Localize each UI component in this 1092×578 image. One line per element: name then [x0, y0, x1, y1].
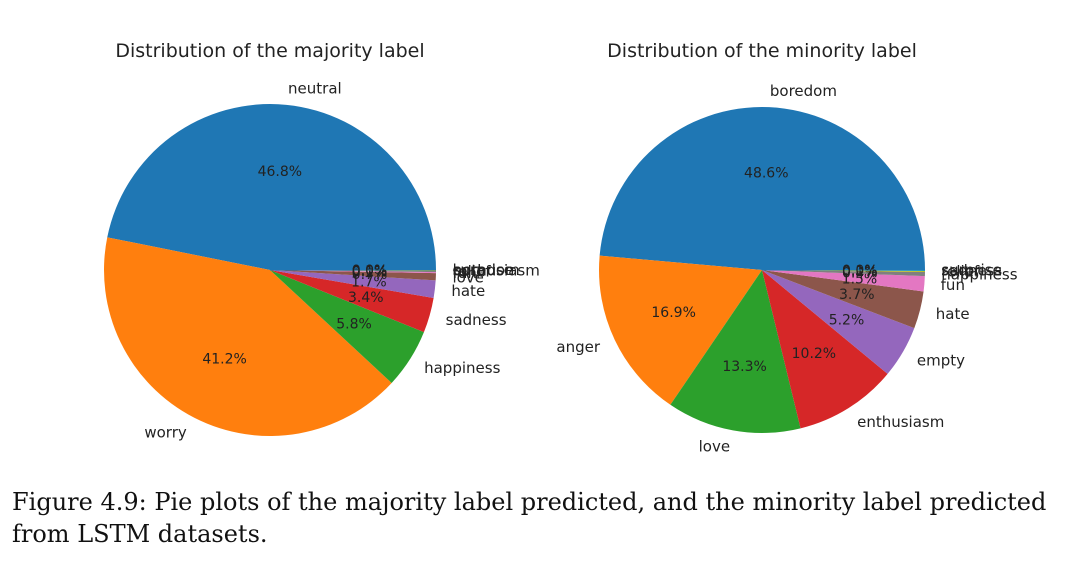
minority-slice-anger [599, 255, 762, 405]
minority-label-surprise: surprise [941, 261, 1001, 279]
minority-label-pie-chart: Distribution of the minority label boredo… [556, 40, 1017, 455]
minority-slice-relief [762, 270, 925, 273]
minority-label-love: love [699, 437, 730, 455]
minority-pct-sadness: 0.1% [842, 263, 878, 279]
majority-slice-love [270, 270, 436, 281]
minority-slice-fun [762, 270, 925, 292]
majority-slice-sadness [270, 270, 434, 333]
majority-pct-enthusiasm: 0.1% [352, 263, 388, 279]
majority-label-hate: hate [451, 282, 485, 300]
minority-chart-title: Distribution of the minority label [607, 40, 917, 62]
minority-slice-enthusiasm [762, 270, 888, 429]
majority-label-relief: relief [453, 263, 492, 281]
figure-caption: Figure 4.9: Pie plots of the majority la… [12, 488, 1047, 548]
minority-pct-boredom: 48.6% [744, 165, 788, 181]
majority-label-sadness: sadness [446, 311, 507, 329]
minority-label-sadness: sadness [941, 262, 1002, 280]
minority-label-relief: relief [941, 263, 980, 281]
majority-slice-happiness [270, 270, 424, 383]
minority-label-hate: hate [936, 305, 970, 323]
majority-label-neutral: neutral [288, 79, 342, 97]
majority-label-enthusiasm: enthusiasm [453, 262, 540, 280]
majority-slice-hate [270, 270, 436, 299]
majority-pct-fun: 0.1% [352, 265, 388, 281]
majority-label-worry: worry [144, 424, 187, 442]
majority-pct-neutral: 46.8% [258, 164, 302, 180]
minority-label-empty: empty [917, 351, 965, 369]
majority-pct-relief: 0.1% [352, 264, 388, 280]
majority-slice-neutral [107, 104, 436, 270]
majority-label-love: love [452, 268, 483, 286]
majority-pct-sadness: 3.4% [348, 290, 384, 306]
minority-slice-empty [762, 270, 915, 374]
majority-label-happiness: happiness [424, 359, 500, 377]
majority-slice-relief [270, 270, 436, 273]
minority-label-boredom: boredom [770, 82, 837, 100]
minority-slice-boredom [599, 106, 925, 270]
minority-pct-anger: 16.9% [651, 305, 695, 321]
majority-pct-worry: 41.2% [202, 352, 246, 368]
minority-pct-happiness: 0.4% [842, 265, 878, 281]
minority-pct-relief: 0.1% [842, 264, 878, 280]
minority-pct-surprise: 0.0% [842, 263, 878, 279]
minority-slice-hate [762, 270, 924, 329]
minority-label-fun: fun [941, 276, 965, 294]
majority-pct-boredom: 0.0% [352, 263, 388, 279]
minority-pct-enthusiasm: 10.2% [792, 346, 836, 362]
minority-slice-love [670, 270, 801, 434]
majority-slice-worry [104, 237, 392, 436]
minority-slice-happiness [762, 270, 925, 277]
minority-label-happiness: happiness [941, 266, 1017, 284]
majority-label-pie-chart: Distribution of the majority label neutra… [104, 40, 540, 442]
majority-chart-title: Distribution of the majority label [115, 40, 424, 62]
minority-pct-empty: 5.2% [829, 312, 865, 328]
minority-label-anger: anger [556, 338, 600, 356]
minority-pct-love: 13.3% [722, 359, 766, 375]
minority-pct-hate: 3.7% [839, 287, 875, 303]
majority-slice-fun [270, 270, 436, 274]
majority-label-surprise: surprise [453, 261, 513, 279]
majority-pct-surprise: 0.0% [352, 263, 388, 279]
minority-label-enthusiasm: enthusiasm [857, 413, 944, 431]
majority-label-fun: fun [453, 264, 477, 282]
minority-pct-fun: 1.5% [842, 271, 878, 287]
figure-canvas: Distribution of the majority label neutra… [104, 40, 1018, 455]
majority-label-boredom: boredom [453, 261, 520, 279]
majority-pct-happiness: 5.8% [336, 316, 372, 332]
majority-pct-hate: 1.7% [351, 275, 387, 291]
